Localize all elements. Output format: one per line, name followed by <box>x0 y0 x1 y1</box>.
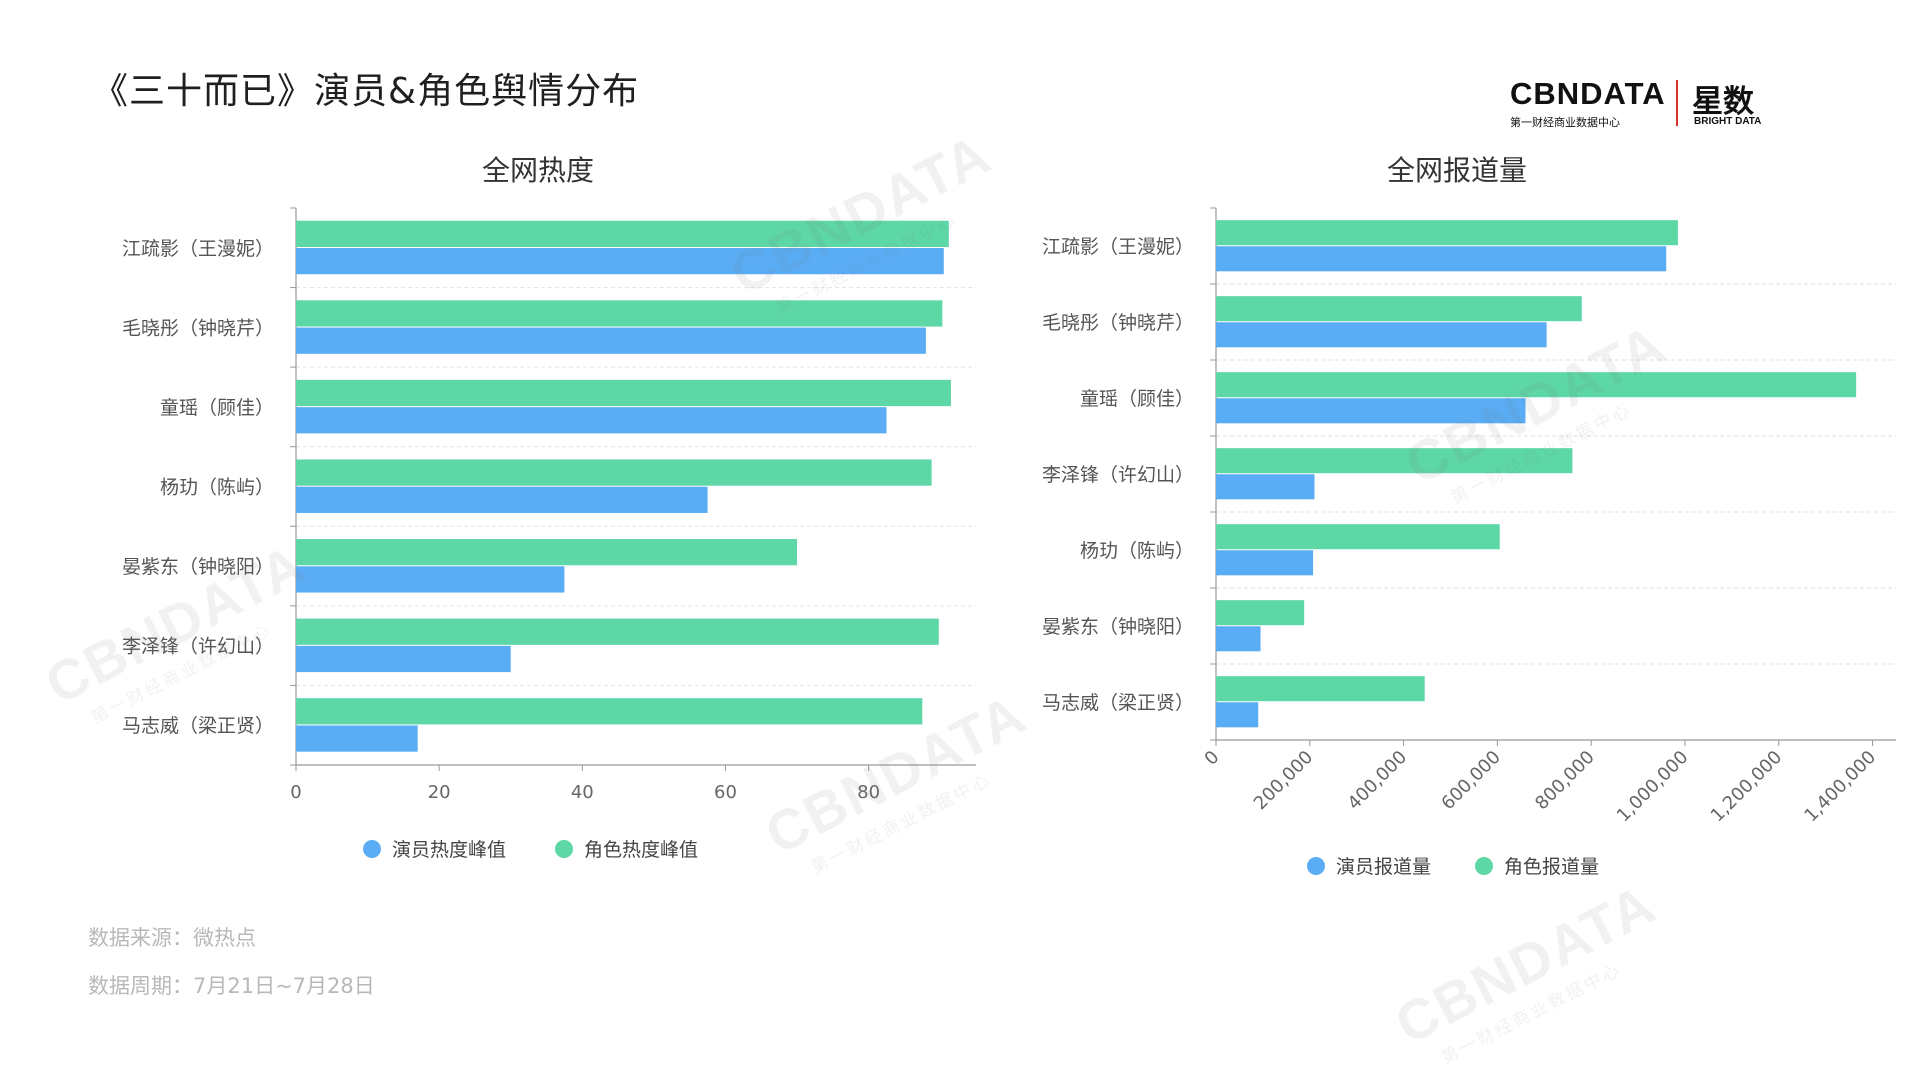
legend-marker <box>1475 857 1493 875</box>
x-tick-label: 200,000 <box>1250 747 1317 814</box>
actor-bar <box>296 566 565 593</box>
category-label: 马志威（梁正贤） <box>122 715 274 737</box>
actor-bar <box>296 247 944 275</box>
category-label: 李泽锋（许幻山） <box>1042 464 1194 486</box>
legend-label: 演员热度峰值 <box>392 839 506 861</box>
actor-bar <box>1216 550 1314 576</box>
category-label: 晏紫东（钟晓阳） <box>1042 616 1194 638</box>
role-bar <box>296 698 923 725</box>
actor-bar <box>1216 246 1667 272</box>
legend-marker <box>555 840 573 858</box>
x-tick-label: 400,000 <box>1344 747 1411 814</box>
category-label: 江疏影（王漫妮） <box>1042 236 1194 258</box>
x-tick-label: 1,400,000 <box>1800 747 1880 827</box>
heat-bar-chart: 全网热度 江疏影（王漫妮） 毛晓彤（钟晓芹） 童瑶（顾佳） 杨玏（陈屿） 晏紫东（钟晓阳… <box>122 154 976 861</box>
brand-logo: CBNDATA 第一财经商业数据中心 星数 BRIGHT DATA <box>1510 76 1800 132</box>
category-label: 毛晓彤（钟晓芹） <box>1042 312 1194 334</box>
category-label: 杨玏（陈屿） <box>160 477 274 499</box>
x-tick-label: 1,200,000 <box>1707 747 1787 827</box>
actor-bar <box>296 486 708 513</box>
actor-bar <box>296 407 887 434</box>
actor-bar <box>1216 702 1259 728</box>
x-tick-label: 40 <box>571 782 594 803</box>
x-tick-label: 1,000,000 <box>1613 747 1693 827</box>
actor-bar <box>1216 322 1547 348</box>
legend-marker <box>1307 857 1325 875</box>
role-bar <box>1216 676 1425 702</box>
role-bar <box>1216 372 1857 398</box>
x-tick-label: 0 <box>290 782 301 803</box>
role-bar <box>296 300 943 327</box>
category-label: 童瑶（顾佳） <box>1080 388 1194 410</box>
x-tick-label: 20 <box>428 782 451 803</box>
role-bar <box>1216 220 1678 246</box>
legend-label: 演员报道量 <box>1336 856 1431 878</box>
role-bar <box>296 379 951 407</box>
legend-marker <box>363 840 381 858</box>
x-tick-label: 0 <box>1201 747 1224 770</box>
category-label: 晏紫东（钟晓阳） <box>122 556 274 578</box>
category-label: 毛晓彤（钟晓芹） <box>122 317 274 339</box>
actor-bar <box>1216 398 1526 424</box>
cbndata-logo-subtitle: 第一财经商业数据中心 <box>1510 116 1620 129</box>
x-tick-label: 60 <box>714 782 737 803</box>
data-source-note: 数据来源：微热点 <box>88 926 256 950</box>
data-period-note: 数据周期：7月21日~7月28日 <box>88 974 375 998</box>
role-bar <box>296 220 949 247</box>
page-title: 《三十而已》演员&角色舆情分布 <box>92 71 640 112</box>
logo-divider <box>1676 80 1678 126</box>
role-bar <box>1216 296 1582 322</box>
actor-bar <box>1216 626 1261 652</box>
category-label: 李泽锋（许幻山） <box>122 636 274 658</box>
chart-title: 全网热度 <box>482 154 594 187</box>
category-label: 童瑶（顾佳） <box>160 397 274 419</box>
actor-bar <box>296 645 511 673</box>
category-label: 杨玏（陈屿） <box>1080 540 1194 562</box>
actor-bar <box>1216 474 1315 500</box>
role-bar <box>1216 600 1305 626</box>
x-tick-label: 80 <box>857 782 880 803</box>
role-bar <box>1216 448 1573 474</box>
role-bar <box>1216 524 1500 550</box>
report-volume-bar-chart: 全网报道量 江疏影（王漫妮） 毛晓彤（钟晓芹） 童瑶（顾佳） 李泽锋（许幻山） 杨玏（陈… <box>1042 154 1896 878</box>
cbndata-logo-text: CBNDATA <box>1510 76 1666 111</box>
bright-data-logo-cn: 星数 <box>1692 84 1754 120</box>
role-bar <box>296 459 932 486</box>
category-label: 江疏影（王漫妮） <box>122 238 274 260</box>
actor-bar <box>296 725 418 752</box>
x-tick-label: 800,000 <box>1531 747 1598 814</box>
legend-label: 角色热度峰值 <box>584 839 698 861</box>
bright-data-logo-en: BRIGHT DATA <box>1694 116 1762 127</box>
chart-title: 全网报道量 <box>1387 154 1527 187</box>
category-label: 马志威（梁正贤） <box>1042 692 1194 714</box>
legend-label: 角色报道量 <box>1504 856 1599 878</box>
role-bar <box>296 618 939 645</box>
x-tick-label: 600,000 <box>1437 747 1504 814</box>
actor-bar <box>296 327 926 354</box>
role-bar <box>296 539 798 566</box>
